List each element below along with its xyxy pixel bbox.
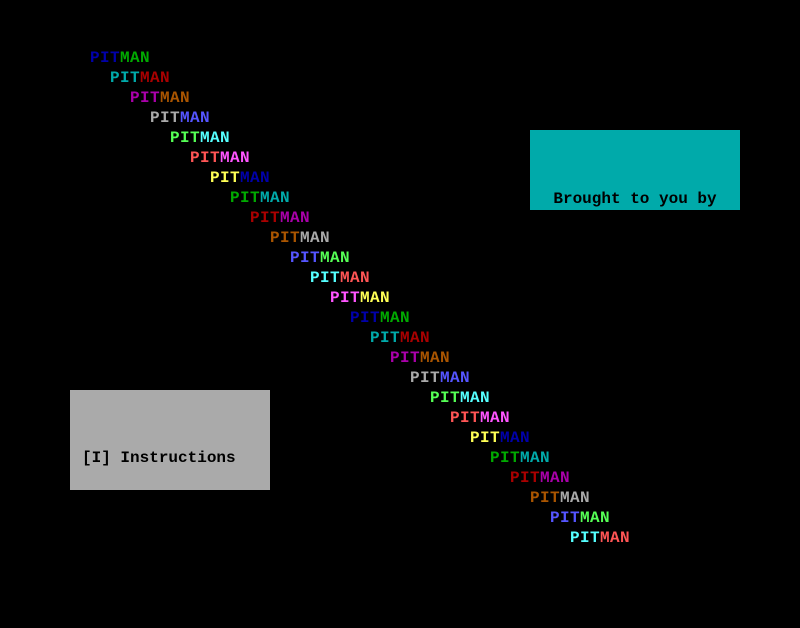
credit-line: Brought to you by: [553, 190, 717, 208]
title-man: MAN: [260, 189, 291, 207]
title-row: PITMAN: [210, 168, 270, 188]
title-row: PITMAN: [270, 228, 330, 248]
title-man: MAN: [280, 209, 311, 227]
title-man: MAN: [580, 509, 611, 527]
title-row: PITMAN: [90, 48, 150, 68]
title-row: PITMAN: [130, 88, 190, 108]
title-row: PITMAN: [290, 248, 350, 268]
title-man: MAN: [560, 489, 591, 507]
title-pit: PIT: [550, 509, 581, 527]
title-screen: Brought to you by hitchhikr Softworks [I…: [70, 48, 740, 587]
title-pit: PIT: [350, 309, 381, 327]
title-row: PITMAN: [150, 108, 210, 128]
title-row: PITMAN: [350, 308, 410, 328]
title-pit: PIT: [130, 89, 161, 107]
title-pit: PIT: [370, 329, 401, 347]
title-pit: PIT: [330, 289, 361, 307]
title-pit: PIT: [390, 349, 421, 367]
title-man: MAN: [360, 289, 391, 307]
menu-item[interactable]: [P] Play: [82, 509, 159, 527]
title-row: PITMAN: [230, 188, 290, 208]
title-man: MAN: [520, 449, 551, 467]
title-row: PITMAN: [530, 488, 590, 508]
title-pit: PIT: [190, 149, 221, 167]
title-man: MAN: [600, 529, 631, 547]
title-man: MAN: [500, 429, 531, 447]
menu-box: [I] Instructions [P] Play [S] Starting l…: [70, 390, 270, 587]
title-pit: PIT: [150, 109, 181, 127]
title-man: MAN: [340, 269, 371, 287]
title-man: MAN: [240, 169, 271, 187]
title-pit: PIT: [90, 49, 121, 67]
title-man: MAN: [200, 129, 231, 147]
menu-item[interactable]: [I] Instructions: [82, 449, 236, 467]
title-pit: PIT: [530, 489, 561, 507]
title-man: MAN: [380, 309, 411, 327]
title-man: MAN: [220, 149, 251, 167]
title-man: MAN: [440, 369, 471, 387]
title-row: PITMAN: [330, 288, 390, 308]
title-pit: PIT: [270, 229, 301, 247]
title-man: MAN: [480, 409, 511, 427]
title-man: MAN: [420, 349, 451, 367]
menu-item[interactable]: [S] Starting level: [82, 569, 255, 587]
credit-box: Brought to you by hitchhikr Softworks: [530, 130, 740, 268]
title-row: PITMAN: [510, 468, 570, 488]
title-pit: PIT: [510, 469, 541, 487]
title-row: PITMAN: [570, 528, 630, 548]
title-pit: PIT: [470, 429, 501, 447]
title-pit: PIT: [230, 189, 261, 207]
title-man: MAN: [460, 389, 491, 407]
page: {"title_rows": [ {"pit": "PIT", "man": "…: [70, 48, 740, 587]
title-man: MAN: [400, 329, 431, 347]
title-man: MAN: [180, 109, 211, 127]
title-pit: PIT: [490, 449, 521, 467]
title-row: PITMAN: [410, 368, 470, 388]
title-row: PITMAN: [110, 68, 170, 88]
title-row: PITMAN: [450, 408, 510, 428]
title-pit: PIT: [410, 369, 441, 387]
title-man: MAN: [120, 49, 151, 67]
title-man: MAN: [300, 229, 331, 247]
title-man: MAN: [320, 249, 351, 267]
title-row: PITMAN: [170, 128, 230, 148]
title-row: PITMAN: [310, 268, 370, 288]
title-pit: PIT: [170, 129, 201, 147]
title-row: PITMAN: [250, 208, 310, 228]
title-pit: PIT: [110, 69, 141, 87]
title-row: PITMAN: [490, 448, 550, 468]
title-row: PITMAN: [430, 388, 490, 408]
title-man: MAN: [140, 69, 171, 87]
title-row: PITMAN: [390, 348, 450, 368]
title-pit: PIT: [250, 209, 281, 227]
title-man: MAN: [540, 469, 571, 487]
credit-line: hitchhikr Softworks: [543, 250, 727, 268]
title-pit: PIT: [430, 389, 461, 407]
title-pit: PIT: [570, 529, 601, 547]
title-pit: PIT: [450, 409, 481, 427]
title-row: PITMAN: [470, 428, 530, 448]
title-row: PITMAN: [190, 148, 250, 168]
title-row: PITMAN: [370, 328, 430, 348]
title-row: PITMAN: [550, 508, 610, 528]
title-man: MAN: [160, 89, 191, 107]
title-pit: PIT: [290, 249, 321, 267]
title-pit: PIT: [310, 269, 341, 287]
title-pit: PIT: [210, 169, 241, 187]
